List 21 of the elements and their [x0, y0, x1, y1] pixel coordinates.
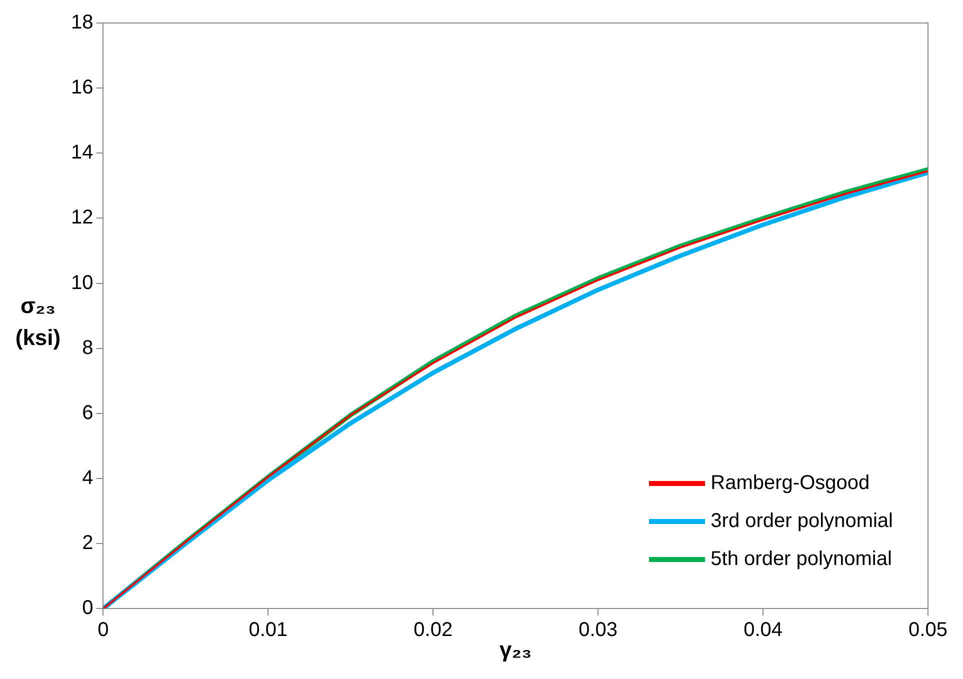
y-tick-label: 4 [82, 466, 94, 489]
y-tick-label: 0 [82, 597, 94, 620]
x-tick-label: 0 [98, 619, 109, 642]
y-tick-label: 12 [70, 206, 94, 229]
legend-label: 3rd order polynomial [710, 509, 893, 534]
y-tick-label: 8 [82, 336, 94, 359]
x-tick-label: 0.05 [908, 619, 948, 642]
y-tick-label: 6 [82, 402, 94, 424]
legend-label: Ramberg-Osgood [710, 471, 870, 496]
x-tick-label: 0.04 [744, 619, 783, 642]
x-tick-label: 0.03 [578, 619, 618, 642]
y-tick-label: 14 [70, 142, 94, 164]
x-tick-label: 0.01 [248, 619, 288, 642]
y-tick-label: 16 [70, 76, 94, 99]
y-tick-label: 10 [70, 272, 94, 294]
y-tick-label: 18 [70, 12, 94, 34]
y-tick-label: 2 [82, 532, 94, 554]
y-axis-title: σ₂₃ (ksi) [14, 292, 62, 352]
x-axis-title: γ₂₃ [500, 636, 532, 662]
legend-label: 5th order polynomial [710, 547, 892, 572]
x-tick-label: 0.02 [414, 619, 453, 642]
